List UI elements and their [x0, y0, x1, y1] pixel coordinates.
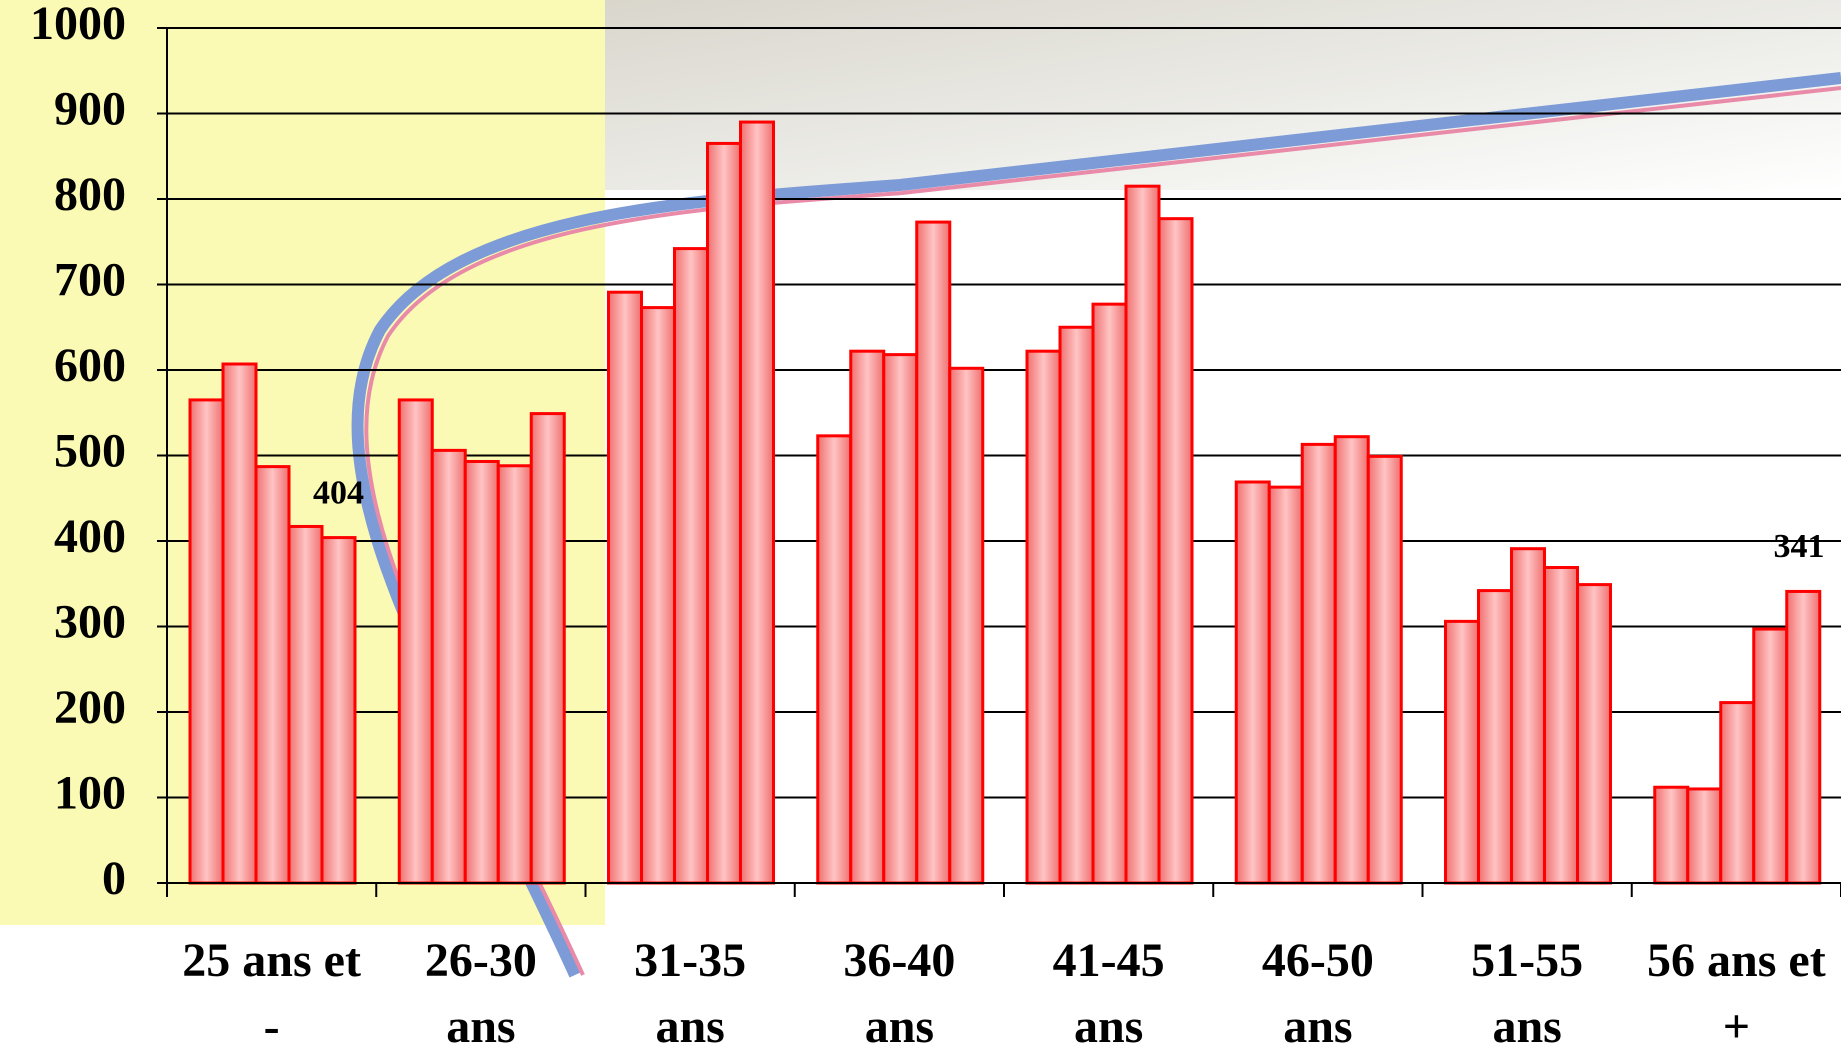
bar [1655, 787, 1688, 883]
bar [950, 368, 983, 883]
y-tick-label: 500 [54, 425, 126, 478]
y-tick-label: 800 [54, 168, 126, 221]
x-tick-label: 36-40 ans [809, 928, 989, 1051]
x-tick-label: 25 ans et - [182, 928, 362, 1051]
y-tick-label: 400 [54, 510, 126, 563]
bar [1159, 219, 1192, 883]
bar [1787, 591, 1820, 883]
data-label: 341 [1774, 528, 1825, 565]
y-tick-label: 600 [54, 339, 126, 392]
x-tick-label: 56 ans et + [1646, 928, 1826, 1051]
y-tick-label: 100 [54, 767, 126, 820]
bar [708, 143, 741, 883]
bar [851, 351, 884, 883]
bar [190, 400, 223, 883]
bar [1512, 549, 1545, 883]
bar [675, 249, 708, 883]
y-tick-label: 300 [54, 596, 126, 649]
bar [1688, 789, 1721, 883]
bar [498, 466, 531, 883]
x-tick-label: 31-35 ans [600, 928, 780, 1051]
bar [1368, 456, 1401, 883]
bar [256, 467, 289, 883]
x-tick-label: 51-55 ans [1437, 928, 1617, 1051]
bar [1721, 703, 1754, 883]
bar [884, 355, 917, 883]
y-tick-label: 900 [54, 83, 126, 136]
bar [1269, 487, 1302, 883]
bar [1578, 585, 1611, 883]
bar [1060, 327, 1093, 883]
bar [1754, 629, 1787, 883]
bar [1236, 482, 1269, 883]
bar [741, 122, 774, 883]
chart: 0 100 200 300 400 500 600 700 800 900 1000 404 341 [0, 0, 1841, 1051]
bar [322, 538, 355, 883]
bar [1335, 437, 1368, 883]
bar [1027, 351, 1060, 883]
bar [1093, 304, 1126, 883]
bar [399, 400, 432, 883]
bar [1302, 444, 1335, 883]
x-tick-label: 46-50 ans [1228, 928, 1408, 1051]
y-tick-label: 1000 [30, 0, 126, 50]
bar [1479, 591, 1512, 883]
bar [223, 364, 256, 883]
bar [818, 436, 851, 883]
bar [917, 222, 950, 883]
x-tick-label: 26-30 ans [391, 928, 571, 1051]
x-tick-label: 41-45 ans [1019, 928, 1199, 1051]
bar [289, 526, 322, 883]
bar [432, 450, 465, 883]
bar [531, 414, 564, 883]
page: 0 100 200 300 400 500 600 700 800 900 1000 404 341 2… [0, 0, 1841, 1051]
y-tick-label: 700 [54, 254, 126, 307]
bar [609, 292, 642, 883]
bar [465, 461, 498, 883]
bar [1446, 621, 1479, 883]
bar [1126, 186, 1159, 883]
bar [642, 308, 675, 883]
data-label: 404 [313, 474, 364, 511]
bar [1545, 568, 1578, 883]
y-tick-label: 0 [102, 852, 126, 905]
y-tick-label: 200 [54, 681, 126, 734]
